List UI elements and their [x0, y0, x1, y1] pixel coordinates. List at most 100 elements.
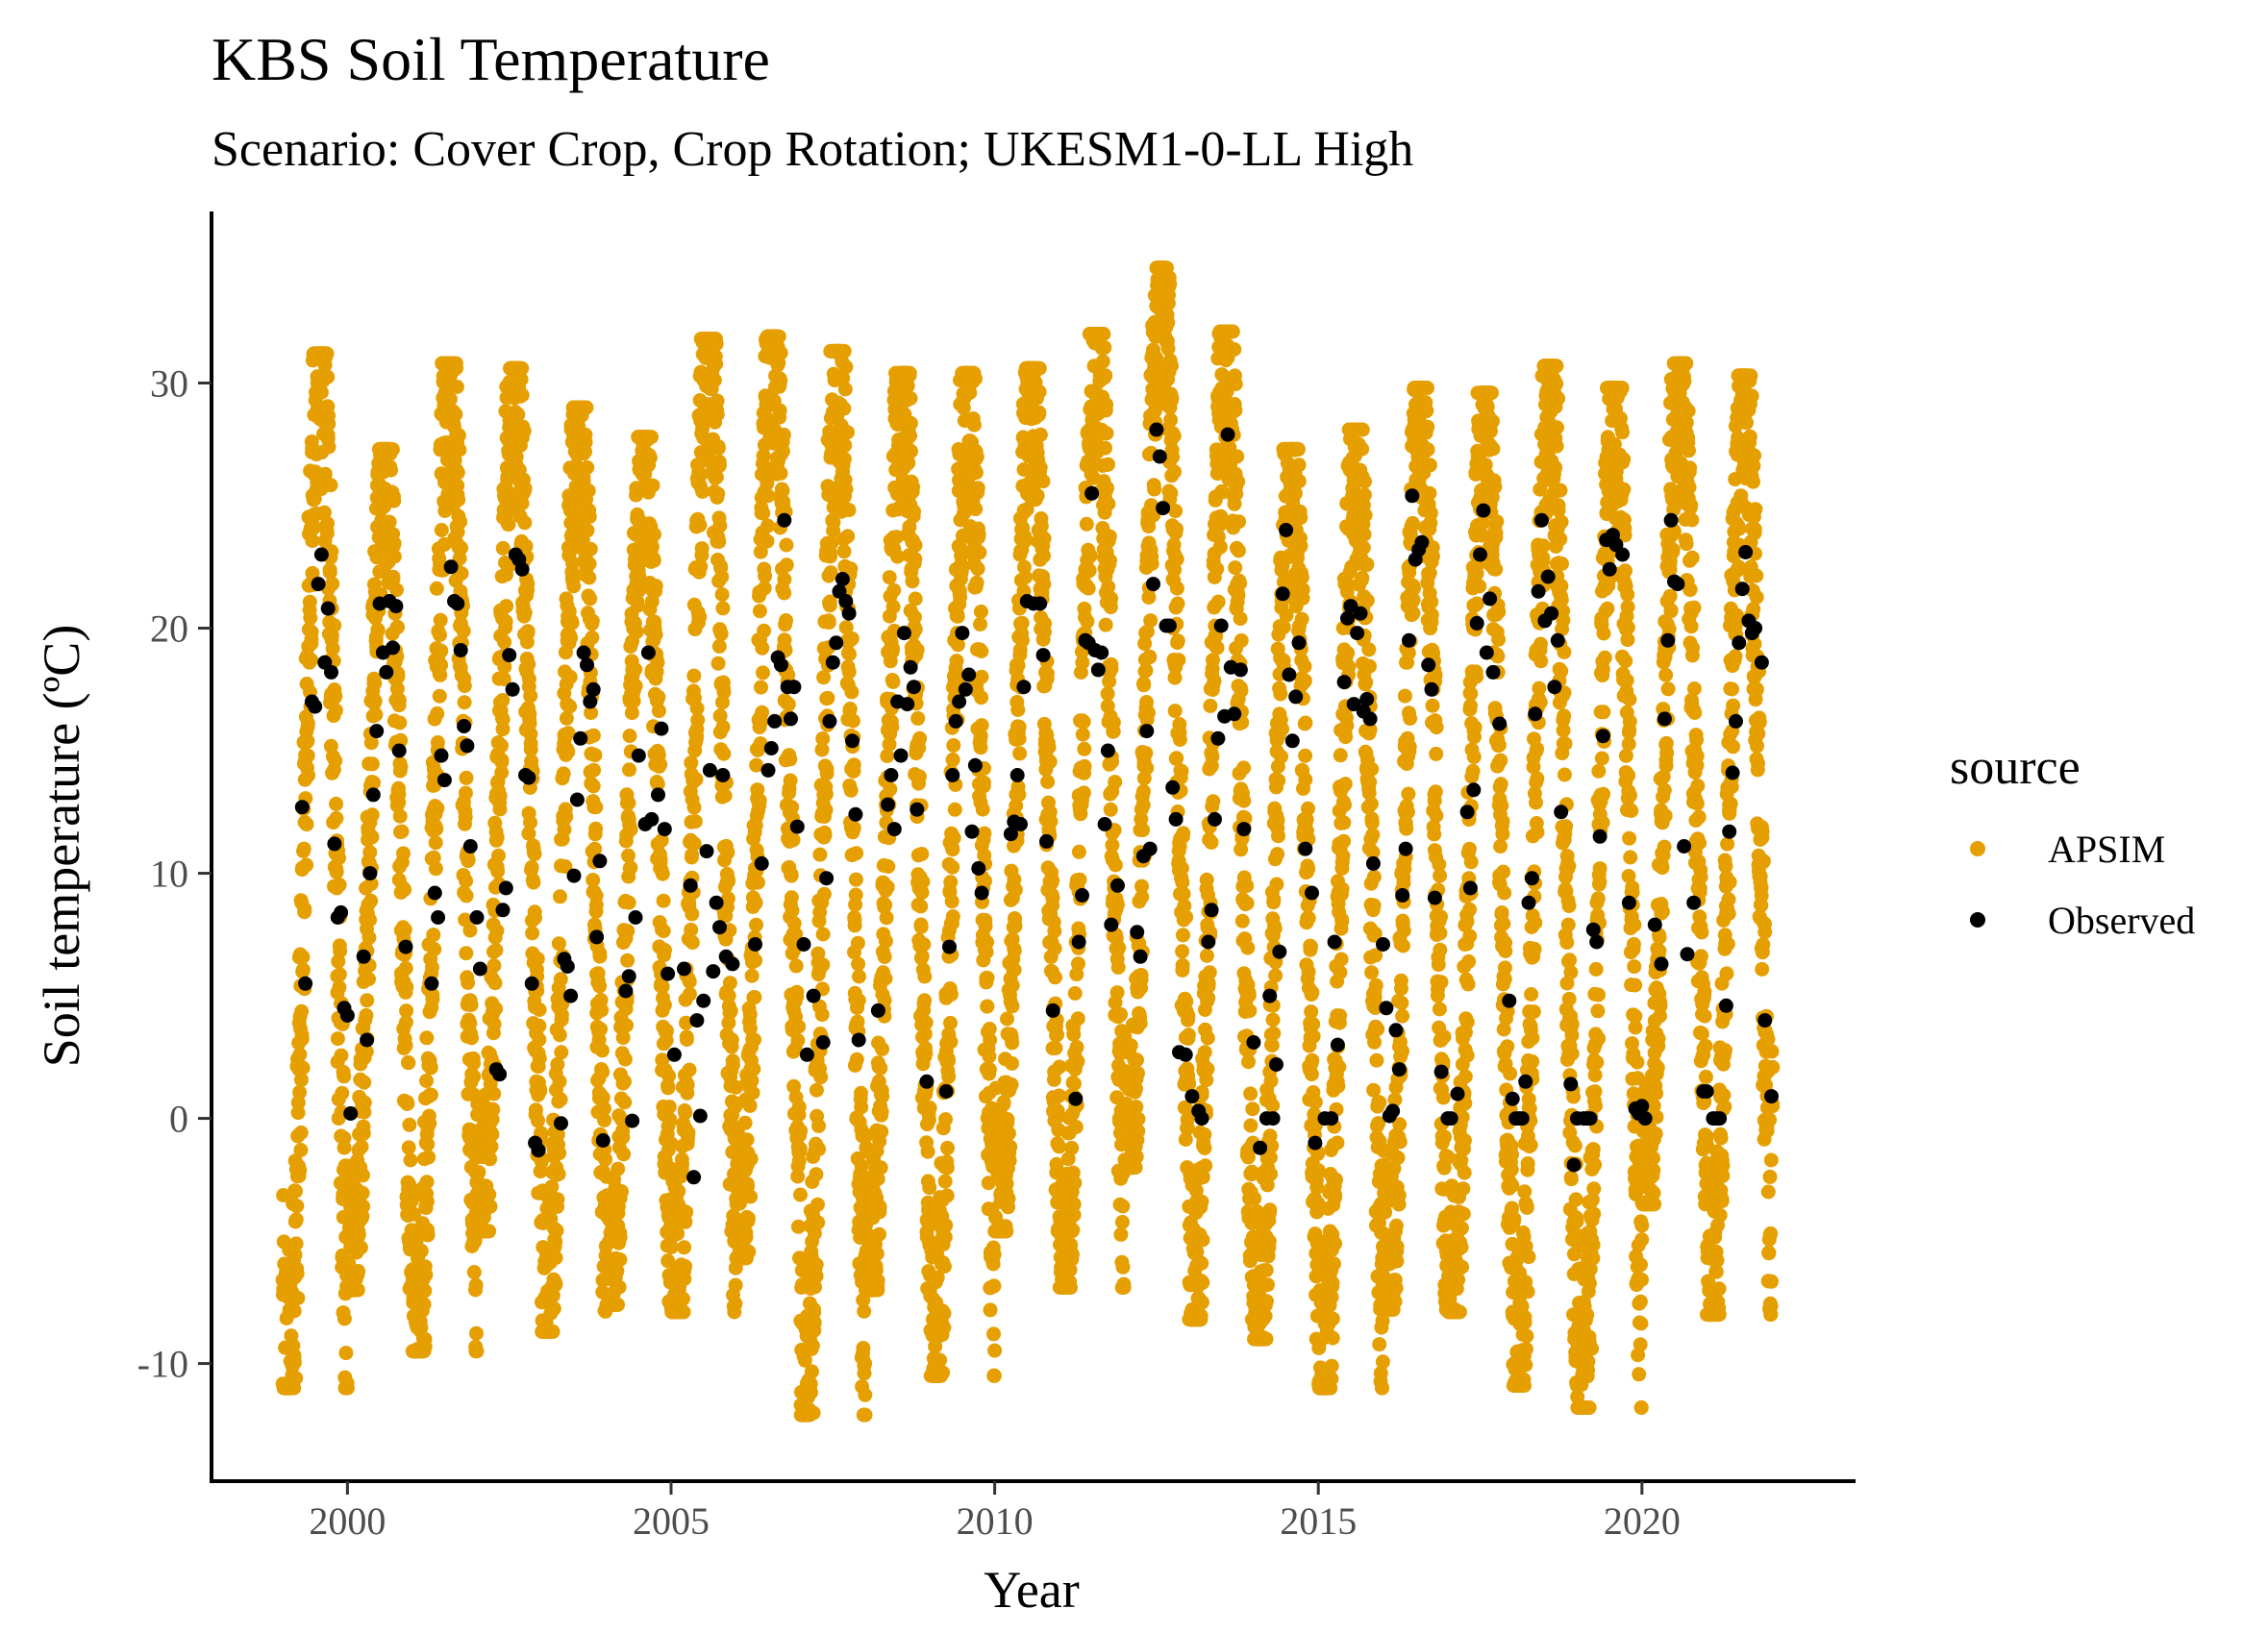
apsim-point: [987, 1343, 1003, 1358]
apsim-point: [317, 466, 333, 482]
apsim-point: [755, 705, 770, 720]
apsim-point: [728, 1277, 743, 1293]
apsim-point: [399, 1003, 414, 1019]
apsim-point: [662, 1112, 678, 1127]
apsim-point: [879, 910, 894, 926]
apsim-point: [615, 1030, 631, 1046]
apsim-point: [1096, 327, 1111, 341]
apsim-point: [644, 430, 659, 445]
apsim-point: [969, 575, 984, 590]
apsim-point: [1014, 615, 1030, 631]
apsim-point: [986, 1278, 1002, 1294]
apsim-point: [661, 1068, 677, 1083]
apsim-point: [1102, 529, 1117, 544]
apsim-point: [558, 859, 573, 874]
apsim-point: [418, 1267, 434, 1282]
apsim-point: [973, 604, 988, 619]
apsim-point: [420, 1227, 436, 1243]
apsim-point: [843, 782, 859, 798]
apsim-point: [804, 1364, 819, 1379]
apsim-point: [1052, 1139, 1067, 1154]
apsim-point: [1098, 368, 1113, 384]
apsim-point: [305, 565, 320, 581]
apsim-point: [809, 1167, 824, 1182]
apsim-point: [524, 859, 539, 875]
apsim-point: [875, 1041, 889, 1056]
apsim-point: [738, 1229, 754, 1245]
apsim-point: [593, 1022, 609, 1037]
apsim-point: [659, 1023, 674, 1038]
apsim-point: [454, 540, 469, 556]
apsim-point: [805, 1338, 820, 1353]
apsim-point: [728, 1296, 743, 1311]
apsim-point: [595, 1064, 611, 1079]
apsim-point: [1036, 577, 1052, 592]
apsim-point: [550, 1192, 565, 1207]
apsim-point: [456, 623, 471, 638]
apsim-point: [501, 517, 516, 532]
apsim-point: [937, 1174, 953, 1189]
apsim-point: [333, 944, 348, 958]
apsim-point: [367, 676, 383, 691]
apsim-point: [968, 465, 984, 481]
apsim-point: [288, 1371, 304, 1386]
apsim-point: [813, 1070, 829, 1085]
apsim-point: [679, 1032, 694, 1047]
apsim-point: [688, 772, 704, 787]
apsim-point: [1082, 562, 1097, 578]
apsim-point: [810, 1197, 825, 1212]
apsim-point: [1108, 857, 1123, 873]
apsim-point: [362, 912, 378, 928]
apsim-point: [682, 986, 697, 1002]
apsim-point: [675, 1156, 690, 1172]
apsim-point: [544, 1179, 560, 1195]
apsim-point: [1050, 1027, 1064, 1042]
apsim-point: [904, 443, 918, 458]
apsim-point: [392, 808, 408, 824]
apsim-point: [562, 669, 578, 684]
apsim-point: [712, 458, 727, 473]
apsim-point: [692, 517, 708, 532]
apsim-point: [841, 664, 857, 680]
apsim-point: [836, 343, 852, 359]
apsim-point: [1134, 968, 1149, 982]
apsim-point: [1123, 1038, 1138, 1053]
apsim-point: [545, 1288, 561, 1303]
apsim-point: [356, 1126, 371, 1141]
apsim-point: [495, 712, 511, 727]
apsim-point: [1041, 739, 1057, 755]
apsim-point: [917, 993, 933, 1008]
apsim-point: [1101, 457, 1115, 472]
apsim-point: [811, 1142, 827, 1157]
apsim-point: [908, 591, 923, 607]
apsim-point: [838, 359, 854, 375]
apsim-point: [1033, 427, 1048, 442]
apsim-point: [295, 1060, 311, 1076]
apsim-point: [552, 1027, 567, 1043]
apsim-point: [983, 1032, 998, 1048]
apsim-point: [905, 574, 920, 589]
apsim-point: [533, 1083, 548, 1099]
apsim-point: [845, 713, 860, 729]
apsim-point: [491, 848, 506, 863]
apsim-point: [854, 1100, 869, 1115]
apsim-point: [1135, 783, 1151, 799]
apsim-point: [1070, 1011, 1085, 1027]
apsim-point: [398, 960, 413, 976]
apsim-point: [714, 569, 730, 584]
apsim-point: [569, 458, 584, 474]
apsim-point: [562, 699, 578, 714]
apsim-point: [713, 626, 729, 641]
apsim-point: [350, 1282, 365, 1298]
apsim-point: [521, 656, 536, 672]
apsim-point: [288, 1212, 304, 1227]
apsim-point: [461, 853, 476, 868]
apsim-point: [1076, 785, 1091, 801]
apsim-point: [304, 653, 319, 668]
apsim-point: [321, 416, 336, 432]
apsim-point: [973, 617, 987, 631]
apsim-point: [661, 1100, 677, 1114]
apsim-point: [816, 886, 832, 902]
apsim-point: [518, 538, 534, 554]
apsim-point: [749, 917, 763, 932]
